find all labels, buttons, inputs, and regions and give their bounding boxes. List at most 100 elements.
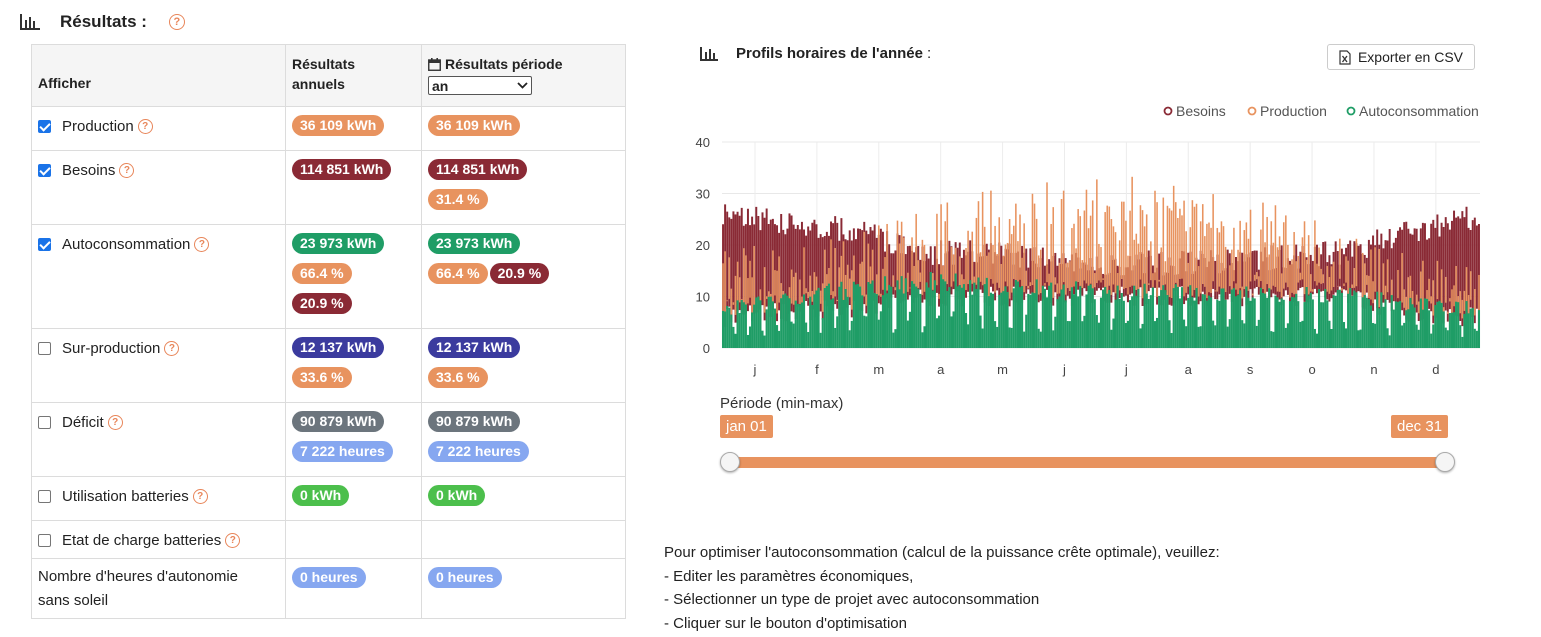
row-label: Utilisation batteries? xyxy=(32,477,285,505)
badge-line: 23 973 kWh xyxy=(292,233,415,263)
x-tick-label: a xyxy=(1185,362,1193,377)
annual-value-cell: 23 973 kWh 66.4 % 20.9 % xyxy=(285,224,422,329)
help-icon[interactable]: ? xyxy=(168,14,185,30)
x-tick-label: m xyxy=(997,362,1008,377)
badge-line: 0 heures xyxy=(292,567,415,597)
value-badge: 0 kWh xyxy=(292,485,350,506)
row-label-line1: Nombre d'heures d'autonomie xyxy=(38,568,239,585)
header-show: Afficher xyxy=(31,44,286,107)
chart-header: Profils horaires de l'année : xyxy=(700,45,931,62)
show-checkbox[interactable] xyxy=(38,342,51,355)
help-icon[interactable]: ? xyxy=(119,163,135,178)
header-annual-label-line2: annuels xyxy=(292,76,345,92)
x-tick-label: s xyxy=(1247,362,1254,377)
row-label: Nombre d'heures d'autonomie sans soleil xyxy=(32,559,285,613)
value-badge: 36 109 kWh xyxy=(292,115,385,136)
row-label-cell: Utilisation batteries? xyxy=(31,476,286,521)
badge-line: 0 heures xyxy=(428,567,619,597)
badge-line: 33.6 % xyxy=(428,367,619,397)
value-badge: 0 kWh xyxy=(428,485,486,506)
table-row: Etat de charge batteries? xyxy=(31,520,626,559)
value-badge: 23 973 kWh xyxy=(292,233,385,254)
badge-line: 90 879 kWh xyxy=(292,411,415,441)
calendar-icon xyxy=(428,57,441,71)
value-badge: 0 heures xyxy=(292,567,366,588)
row-label-cell: Autoconsommation? xyxy=(31,224,286,329)
annual-value-cell: 12 137 kWh 33.6 % xyxy=(285,328,422,403)
row-label-cell: Besoins? xyxy=(31,150,286,225)
x-tick-label: f xyxy=(815,362,819,377)
x-tick-label: d xyxy=(1432,362,1439,377)
legend-marker xyxy=(1163,106,1173,116)
excel-file-icon xyxy=(1339,49,1351,65)
help-icon[interactable]: ? xyxy=(107,415,123,430)
show-checkbox[interactable] xyxy=(38,490,51,503)
badge-line: 114 851 kWh xyxy=(428,159,619,189)
annual-value-cell: 90 879 kWh 7 222 heures xyxy=(285,402,422,477)
period-select[interactable]: an xyxy=(428,76,532,95)
x-tick-label: j xyxy=(1124,362,1128,377)
row-label: Sur-production? xyxy=(32,329,285,357)
badge-line: 7 222 heures xyxy=(428,441,619,471)
period-select-value: an xyxy=(432,77,449,94)
x-tick-label: j xyxy=(753,362,757,377)
header-period: Résultats période an xyxy=(421,44,626,107)
help-icon[interactable]: ? xyxy=(225,533,241,548)
table-row: Production? 36 109 kWh 36 109 kWh xyxy=(31,106,626,151)
value-badge: 90 879 kWh xyxy=(292,411,385,432)
legend-marker xyxy=(1247,106,1257,116)
row-label: Etat de charge batteries? xyxy=(32,521,285,549)
range-slider-max-handle[interactable] xyxy=(1435,452,1455,472)
show-checkbox[interactable] xyxy=(38,238,51,251)
header-period-label: Résultats période xyxy=(445,56,563,72)
annual-value-cell xyxy=(285,520,422,559)
period-label: Période (min-max) xyxy=(720,395,844,412)
badge-line: 31.4 % xyxy=(428,189,619,219)
header-annual-label-line1: Résultats xyxy=(292,56,356,72)
help-icon[interactable]: ? xyxy=(164,341,180,356)
export-csv-button[interactable]: Exporter en CSV xyxy=(1327,44,1475,70)
range-slider-track[interactable] xyxy=(731,457,1445,468)
legend-label: Autoconsommation xyxy=(1359,103,1479,119)
period-value-cell: 0 kWh xyxy=(421,476,626,521)
help-icon[interactable]: ? xyxy=(137,119,153,134)
value-badge: 36 109 kWh xyxy=(428,115,521,136)
badge-line: 23 973 kWh xyxy=(428,233,619,263)
results-header: Résultats : ? xyxy=(20,12,185,32)
row-label: Besoins? xyxy=(32,151,285,179)
show-checkbox[interactable] xyxy=(38,416,51,429)
period-value-cell: 90 879 kWh 7 222 heures xyxy=(421,402,626,477)
row-label-text: Etat de charge batteries xyxy=(62,532,222,549)
value-badge: 23 973 kWh xyxy=(428,233,521,254)
value-badge: 66.4 % xyxy=(428,263,488,284)
y-tick-label: 40 xyxy=(696,135,710,150)
help-icon[interactable]: ? xyxy=(194,237,210,252)
value-badge: 90 879 kWh xyxy=(428,411,521,432)
row-label-text: Utilisation batteries xyxy=(62,488,189,505)
help-icon[interactable]: ? xyxy=(192,489,208,504)
value-badge: 7 222 heures xyxy=(428,441,529,462)
range-slider-min-handle[interactable] xyxy=(720,452,740,472)
chevron-down-icon xyxy=(517,82,528,89)
show-checkbox[interactable] xyxy=(38,120,51,133)
row-label: Déficit? xyxy=(32,403,285,431)
y-tick-label: 30 xyxy=(696,187,710,202)
row-label-text: Autoconsommation xyxy=(62,236,191,253)
show-checkbox[interactable] xyxy=(38,164,51,177)
badge-line: 36 109 kWh xyxy=(292,115,415,145)
range-min-label: jan 01 xyxy=(720,415,773,438)
show-checkbox[interactable] xyxy=(38,534,51,547)
note-line: Pour optimiser l'autoconsommation (calcu… xyxy=(664,544,1220,561)
row-label-text: Besoins xyxy=(62,162,116,179)
value-badge: 20.9 % xyxy=(489,263,550,284)
period-value-cell xyxy=(421,520,626,559)
badge-line: 36 109 kWh xyxy=(428,115,619,145)
note-line: - Sélectionner un type de projet avec au… xyxy=(664,591,1040,608)
badge-line: 0 kWh xyxy=(428,485,619,515)
badge-line: 33.6 % xyxy=(292,367,415,397)
optimisation-note: Pour optimiser l'autoconsommation (calcu… xyxy=(664,541,1220,635)
results-table: Afficher Résultats annuels xyxy=(31,44,626,619)
y-tick-label: 20 xyxy=(696,238,710,253)
note-line: - Editer les paramètres économiques, xyxy=(664,567,914,585)
badge-line: 114 851 kWh xyxy=(292,159,415,189)
